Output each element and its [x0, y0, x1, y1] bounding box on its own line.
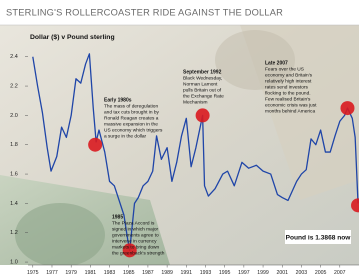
annotation-title: September 1992	[183, 69, 222, 75]
annotation-text: massive expansion in the	[104, 121, 158, 127]
x-tick-label: 1995	[219, 270, 231, 276]
annotation-text: and tax cuts brought in by	[104, 109, 160, 115]
annotation-text: signed in which major	[112, 226, 159, 232]
y-tick-label: 1.4	[10, 201, 18, 207]
event-marker	[196, 108, 210, 122]
y-tick-label: 1.2	[10, 230, 18, 236]
annotation-text: Fears over the US	[265, 66, 304, 72]
annotation-text: economy and Britain's	[265, 72, 313, 78]
x-tick-label: 1975	[27, 270, 39, 276]
y-tick-label: 1.6	[10, 172, 18, 178]
x-tick-label: 2005	[315, 270, 327, 276]
y-tick-label: 2.2	[10, 84, 18, 90]
x-tick-label: 1993	[200, 270, 212, 276]
annotation-title: Early 1980s	[104, 97, 132, 103]
x-tick-label: 2003	[296, 270, 308, 276]
x-tick-label: 1989	[161, 270, 173, 276]
chart-title: STERLING'S ROLLERCOASTER RIDE AGAINST TH…	[6, 7, 283, 17]
chart: STERLING'S ROLLERCOASTER RIDE AGAINST TH…	[0, 0, 359, 278]
annotation-text: Ronald Reagan creates a	[104, 115, 159, 121]
y-tick-label: 1.8	[10, 142, 18, 148]
x-tick-label: 1977	[46, 270, 58, 276]
annotation-text: rates send investors	[265, 84, 309, 90]
annotation-text: the greenback's strength	[112, 250, 165, 256]
x-tick-label: 1981	[85, 270, 97, 276]
annotation-text: governments agree to	[112, 232, 159, 238]
annotation-text: the Exchange Rate	[183, 93, 224, 99]
dollar-portrait	[15, 203, 105, 267]
annotation-text: Black Wednesday,	[183, 75, 222, 81]
annotation-title: Late 2007	[265, 60, 288, 66]
annotation-title: 1985	[112, 214, 123, 220]
x-tick-label: 2001	[276, 270, 288, 276]
annotation-text: months behind America	[265, 108, 315, 114]
annotation-text: economic crisis was just	[265, 102, 317, 108]
x-tick-label: 2007	[334, 270, 346, 276]
event-marker	[340, 101, 354, 115]
x-tick-label: 1997	[238, 270, 250, 276]
current-rate-label: Pound is 1.3868 now	[286, 234, 352, 241]
x-tick-label: 1979	[65, 270, 77, 276]
annotation-text: relatively high interest	[265, 78, 312, 84]
annotation-text: flocking to the pound.	[265, 90, 311, 96]
event-marker	[88, 138, 102, 152]
y-tick-label: 2.4	[10, 54, 18, 60]
annotation-text: Norman Lamont	[183, 81, 218, 87]
x-tick-label: 1991	[181, 270, 193, 276]
annotation-text: The Plaza Accord is	[112, 220, 155, 226]
x-tick-label: 1987	[142, 270, 154, 276]
x-tick-label: 1983	[104, 270, 116, 276]
y-tick-label: 2.0	[10, 113, 18, 119]
annotation-text: The mass of deregulation	[104, 103, 158, 109]
annotation-text: pulls Britain out of	[183, 87, 222, 93]
annotation-text: intervene in currency	[112, 238, 157, 244]
x-tick-label: 1999	[257, 270, 269, 276]
annotation-text: markets to bring down	[112, 244, 160, 250]
chart-subtitle: Dollar ($) v Pound sterling	[30, 34, 115, 41]
x-tick-label: 1985	[123, 270, 135, 276]
y-tick-label: 1.0	[10, 260, 18, 266]
annotation-text: US economy which triggers	[104, 127, 163, 133]
annotation-text: Mechanism	[183, 99, 208, 105]
annotation-text: a surge in the dollar	[104, 133, 147, 139]
annotation-text: Few realised Britain's	[265, 96, 311, 102]
